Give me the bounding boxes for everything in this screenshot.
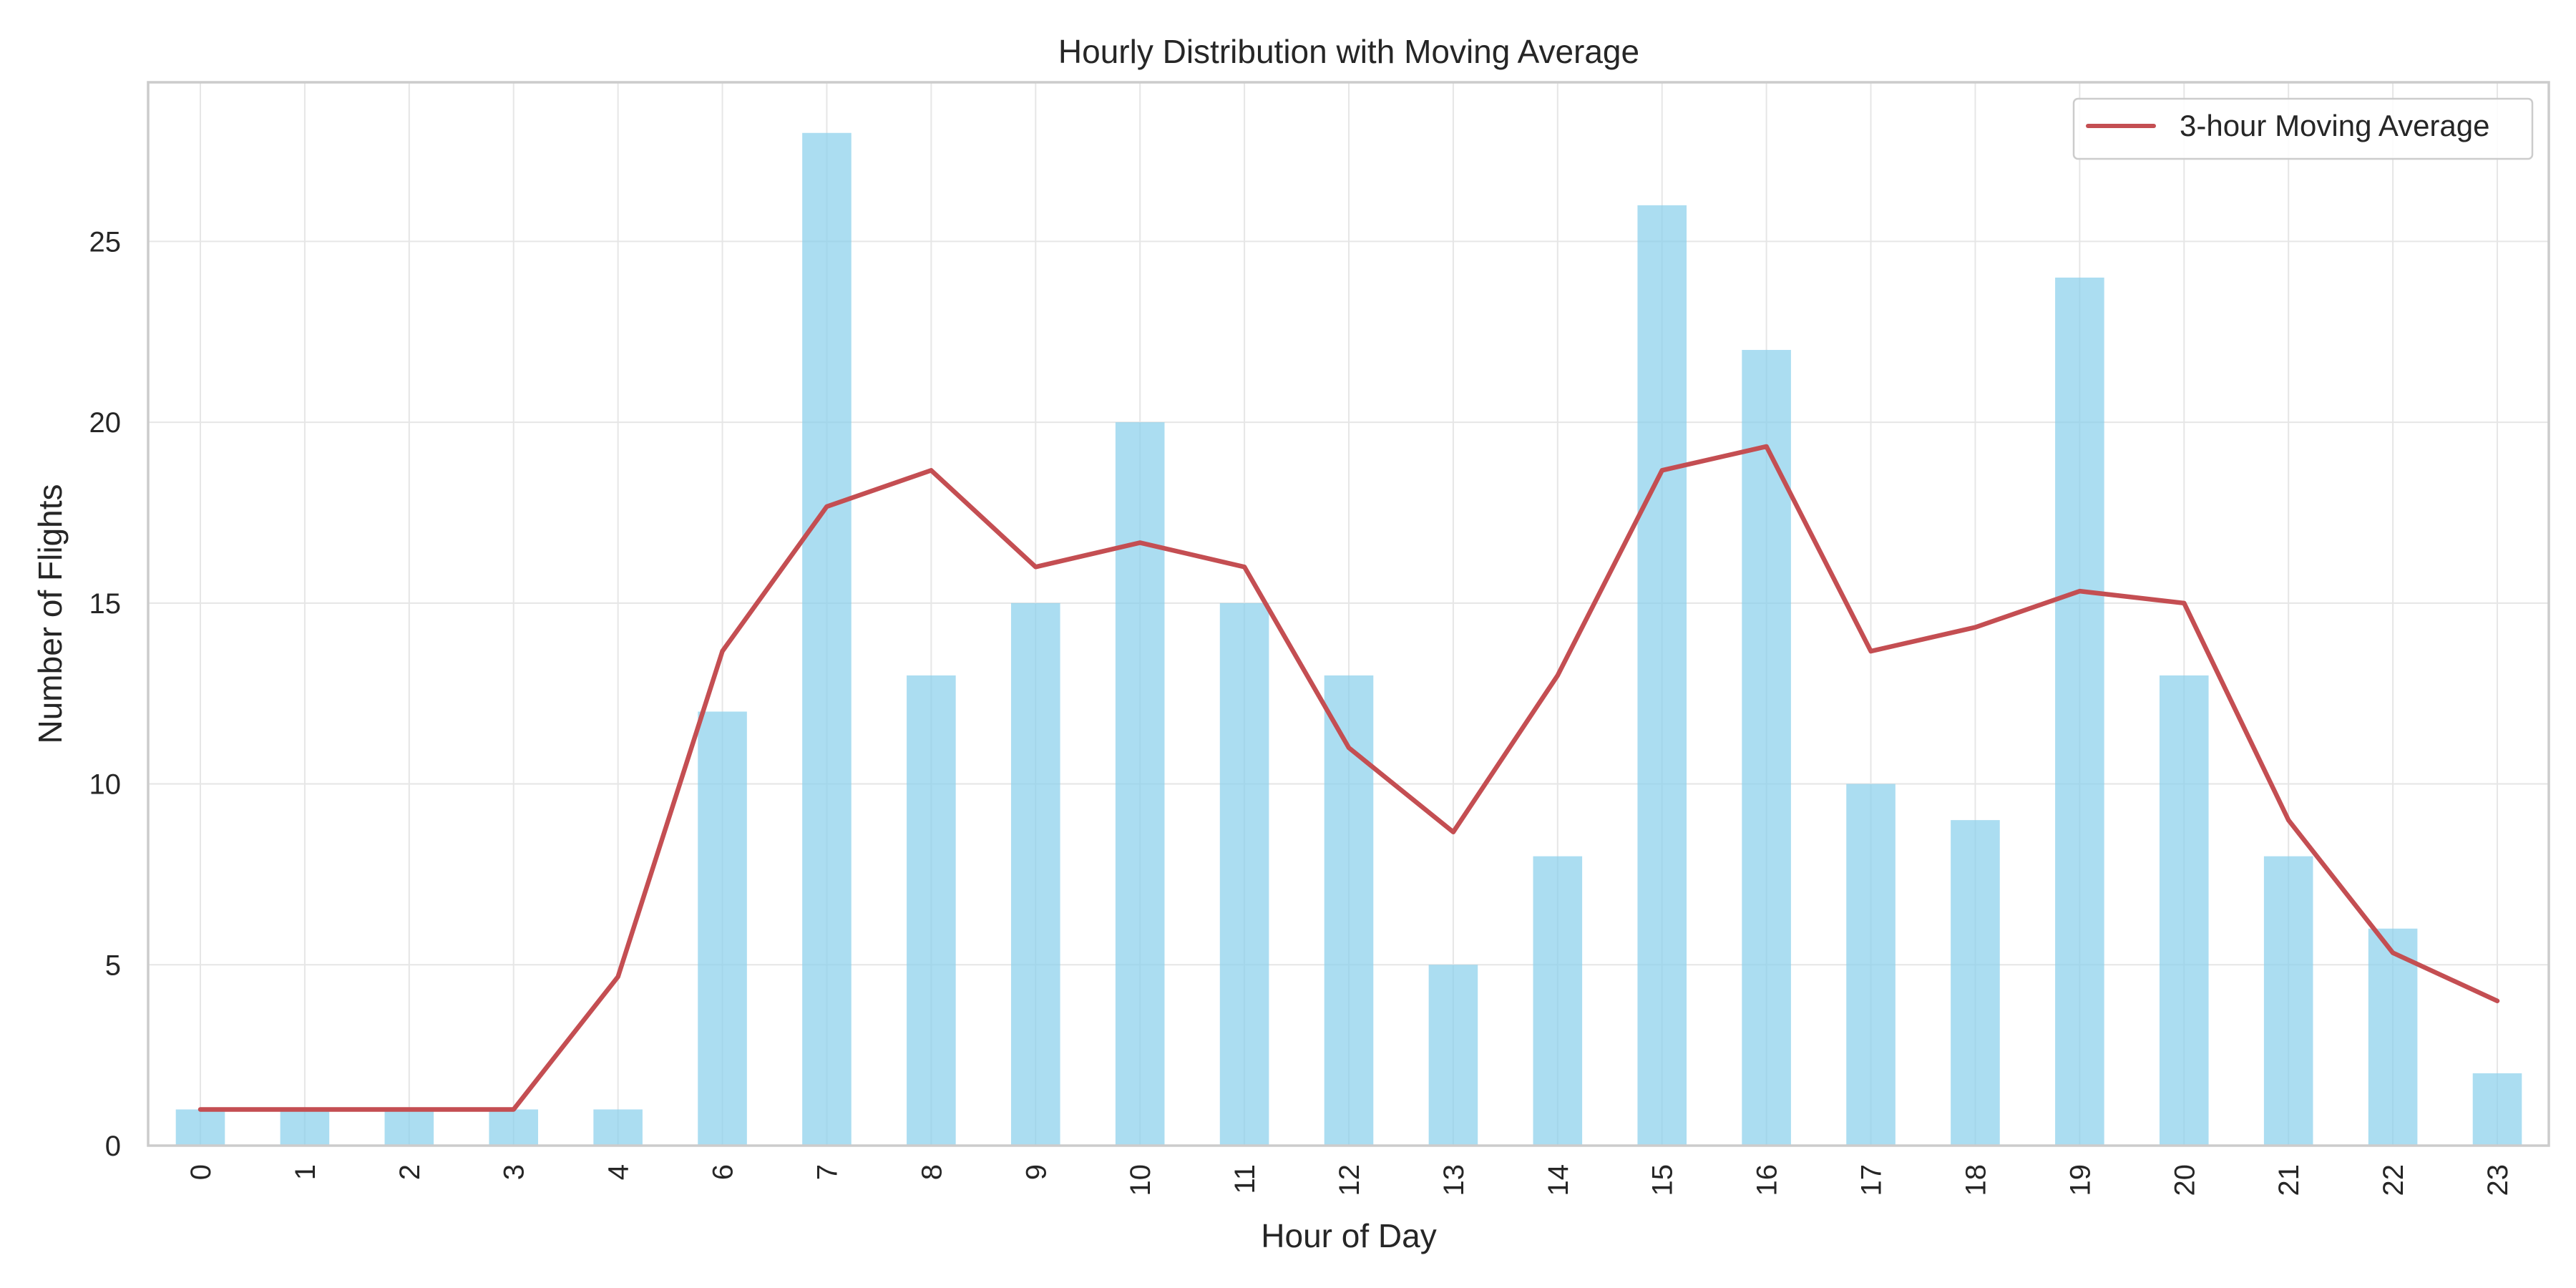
x-tick-label: 11 bbox=[1229, 1164, 1261, 1194]
bar bbox=[489, 1109, 539, 1146]
y-axis-label: Number of Flights bbox=[31, 484, 69, 743]
x-axis-ticks: 0 1 2 3 4 6 7 8 9 10 11 12 13 14 15 16 17 18 19 20 21 22 23 bbox=[185, 1164, 2514, 1196]
legend: 3-hour Moving Average bbox=[2072, 97, 2534, 160]
x-tick-label: 14 bbox=[1543, 1164, 1574, 1196]
y-tick-label: 25 bbox=[89, 226, 122, 258]
x-tick-label: 7 bbox=[811, 1164, 843, 1180]
x-tick-label: 16 bbox=[1752, 1164, 1783, 1196]
bar bbox=[1951, 820, 2000, 1146]
x-tick-label: 12 bbox=[1334, 1164, 1365, 1196]
y-tick-label: 0 bbox=[105, 1131, 121, 1162]
plot-area-frame bbox=[147, 81, 2550, 1147]
x-tick-label: 17 bbox=[1856, 1164, 1888, 1196]
y-tick-label: 5 bbox=[105, 950, 121, 981]
bar bbox=[1428, 965, 1478, 1146]
moving-average-series bbox=[197, 444, 2500, 1112]
bar bbox=[2368, 928, 2418, 1146]
x-tick-label: 13 bbox=[1438, 1164, 1470, 1196]
legend-label: 3-hour Moving Average bbox=[2180, 109, 2490, 142]
legend-box bbox=[2072, 97, 2534, 160]
x-axis-label: Hour of Day bbox=[1261, 1217, 1436, 1254]
x-tick-label: 18 bbox=[1960, 1164, 1991, 1196]
x-tick-label: 3 bbox=[499, 1164, 530, 1180]
bar bbox=[1637, 205, 1687, 1146]
bar bbox=[1010, 602, 1060, 1146]
bar bbox=[802, 132, 852, 1146]
bar bbox=[2472, 1073, 2522, 1146]
bar bbox=[2159, 675, 2209, 1146]
y-tick-label: 20 bbox=[89, 407, 122, 439]
bar bbox=[1846, 784, 1896, 1146]
x-tick-label: 19 bbox=[2064, 1164, 2096, 1196]
bar bbox=[1115, 422, 1165, 1146]
x-tick-label: 15 bbox=[1647, 1164, 1679, 1196]
chart-title: Hourly Distribution with Moving Average bbox=[1058, 33, 1639, 70]
x-tick-label: 1 bbox=[290, 1164, 321, 1180]
x-tick-label: 4 bbox=[603, 1164, 635, 1180]
x-tick-label: 0 bbox=[185, 1164, 217, 1180]
bar bbox=[698, 711, 747, 1146]
bar bbox=[384, 1109, 434, 1146]
bar bbox=[2055, 277, 2104, 1146]
bar bbox=[1533, 856, 1583, 1146]
bar-series bbox=[175, 132, 2522, 1146]
x-tick-label: 8 bbox=[916, 1164, 947, 1180]
x-tick-label: 9 bbox=[1020, 1164, 1052, 1180]
bar bbox=[175, 1109, 225, 1146]
y-axis-ticks: 0 5 10 15 20 25 bbox=[89, 226, 122, 1162]
y-tick-label: 15 bbox=[89, 588, 122, 620]
bar bbox=[1742, 350, 1791, 1146]
bar bbox=[593, 1109, 643, 1146]
x-tick-label: 22 bbox=[2378, 1164, 2409, 1196]
bar bbox=[2263, 856, 2313, 1146]
x-tick-label: 2 bbox=[394, 1164, 426, 1180]
x-tick-label: 20 bbox=[2169, 1164, 2200, 1196]
x-tick-label: 23 bbox=[2482, 1164, 2514, 1196]
y-tick-label: 10 bbox=[89, 769, 122, 801]
bar bbox=[280, 1109, 330, 1146]
bar bbox=[907, 675, 956, 1146]
bar bbox=[1219, 602, 1269, 1146]
x-tick-label: 6 bbox=[708, 1164, 739, 1180]
moving-average-line bbox=[197, 444, 2500, 1112]
x-tick-label: 21 bbox=[2273, 1164, 2305, 1196]
x-tick-label: 10 bbox=[1125, 1164, 1156, 1196]
bar bbox=[1324, 675, 1374, 1146]
